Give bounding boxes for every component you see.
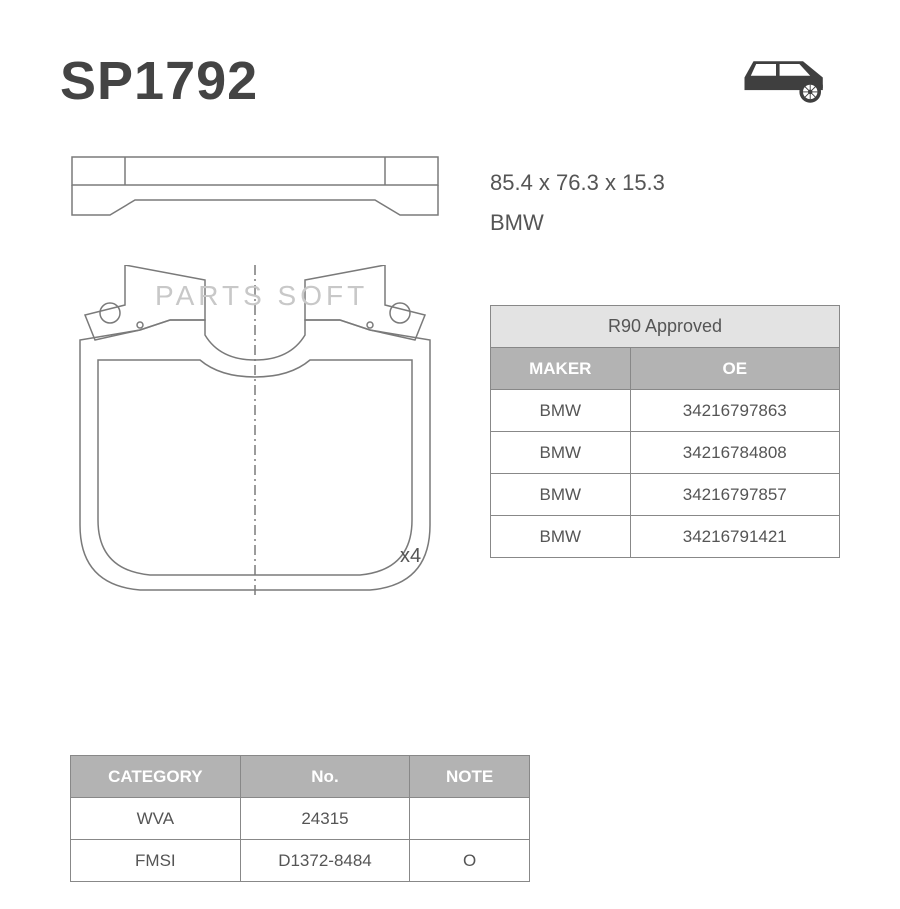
oe-cell: 34216784808 xyxy=(630,432,839,474)
col-header-note: NOTE xyxy=(410,756,530,798)
quantity-label: x4 xyxy=(400,545,421,568)
col-header-category: CATEGORY xyxy=(71,756,241,798)
no-cell: 24315 xyxy=(240,798,410,840)
oe-reference-table: R90 Approved MAKER OE BMW 34216797863 BM… xyxy=(490,305,840,558)
note-cell: O xyxy=(410,840,530,882)
table-row: R90 Approved xyxy=(491,306,840,348)
approved-header: R90 Approved xyxy=(491,306,840,348)
brand-text: BMW xyxy=(490,210,544,236)
table-row: MAKER OE xyxy=(491,348,840,390)
table-row: WVA 24315 xyxy=(71,798,530,840)
datasheet-page: SP1792 85.4 x 76.3 x 15.3 BMW xyxy=(0,0,900,909)
pad-profile-drawing xyxy=(70,155,440,225)
col-header-maker: MAKER xyxy=(491,348,631,390)
part-number-title: SP1792 xyxy=(60,50,840,112)
maker-cell: BMW xyxy=(491,474,631,516)
table-row: CATEGORY No. NOTE xyxy=(71,756,530,798)
col-header-no: No. xyxy=(240,756,410,798)
oe-cell: 34216791421 xyxy=(630,516,839,558)
dimensions-text: 85.4 x 76.3 x 15.3 xyxy=(490,170,665,196)
note-cell xyxy=(410,798,530,840)
table-row: BMW 34216797863 xyxy=(491,390,840,432)
car-rear-icon xyxy=(740,50,830,105)
table-row: FMSI D1372-8484 O xyxy=(71,840,530,882)
category-table: CATEGORY No. NOTE WVA 24315 FMSI D1372-8… xyxy=(70,755,530,882)
maker-cell: BMW xyxy=(491,516,631,558)
category-cell: FMSI xyxy=(71,840,241,882)
category-cell: WVA xyxy=(71,798,241,840)
no-cell: D1372-8484 xyxy=(240,840,410,882)
pad-front-drawing xyxy=(70,265,440,595)
oe-cell: 34216797863 xyxy=(630,390,839,432)
table-row: BMW 34216797857 xyxy=(491,474,840,516)
oe-cell: 34216797857 xyxy=(630,474,839,516)
table-row: BMW 34216784808 xyxy=(491,432,840,474)
maker-cell: BMW xyxy=(491,432,631,474)
col-header-oe: OE xyxy=(630,348,839,390)
maker-cell: BMW xyxy=(491,390,631,432)
table-row: BMW 34216791421 xyxy=(491,516,840,558)
